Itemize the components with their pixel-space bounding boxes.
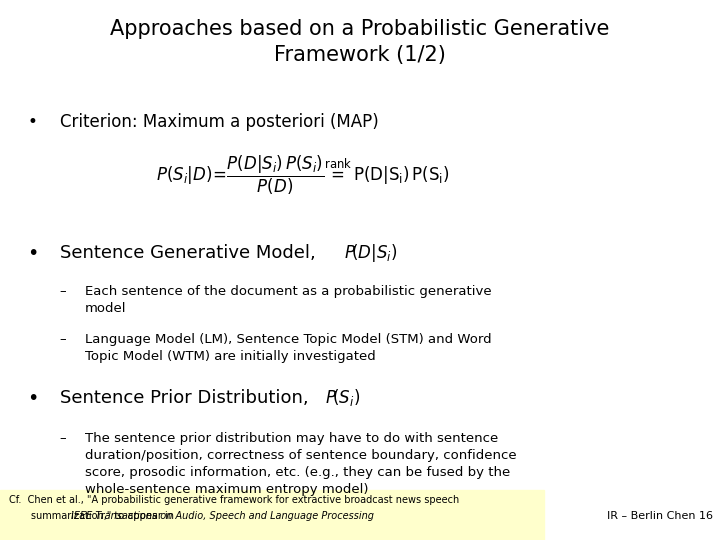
Text: IR – Berlin Chen 16: IR – Berlin Chen 16: [607, 511, 713, 522]
Text: –: –: [60, 285, 66, 298]
Text: Each sentence of the document as a probabilistic generative
model: Each sentence of the document as a proba…: [85, 285, 492, 315]
Text: The sentence prior distribution may have to do with sentence
duration/position, : The sentence prior distribution may have…: [85, 432, 516, 496]
Text: •: •: [27, 113, 37, 131]
Text: $P(S_i|D)\!=\!\dfrac{P(D|S_i)\,P(S_i)}{P(D)}\overset{\rm rank}{=}\,P(D|S_i)\,P(S: $P(S_i|D)\!=\!\dfrac{P(D|S_i)\,P(S_i)}{P…: [156, 154, 449, 197]
Text: summarization," to appear in: summarization," to appear in: [9, 511, 177, 522]
Text: Criterion: Maximum a posteriori (MAP): Criterion: Maximum a posteriori (MAP): [60, 113, 379, 131]
Text: $P\!\left(D|S_i\right)$: $P\!\left(D|S_i\right)$: [344, 242, 397, 264]
Text: Cf.  Chen et al., "A probabilistic generative framework for extractive broadcast: Cf. Chen et al., "A probabilistic genera…: [9, 495, 459, 505]
Text: •: •: [27, 389, 39, 408]
Text: Language Model (LM), Sentence Topic Model (STM) and Word
Topic Model (WTM) are i: Language Model (LM), Sentence Topic Mode…: [85, 333, 492, 363]
Text: Sentence Generative Model,: Sentence Generative Model,: [60, 244, 315, 262]
Text: –: –: [60, 333, 66, 346]
Text: –: –: [60, 432, 66, 445]
Text: Sentence Prior Distribution,: Sentence Prior Distribution,: [60, 389, 308, 407]
FancyBboxPatch shape: [0, 490, 544, 540]
Text: Approaches based on a Probabilistic Generative
Framework (1/2): Approaches based on a Probabilistic Gene…: [110, 19, 610, 64]
Text: $P\!\left(S_i\right)$: $P\!\left(S_i\right)$: [325, 387, 360, 408]
Text: •: •: [27, 244, 39, 263]
Text: IEEE Transactions on Audio, Speech and Language Processing: IEEE Transactions on Audio, Speech and L…: [71, 511, 374, 522]
